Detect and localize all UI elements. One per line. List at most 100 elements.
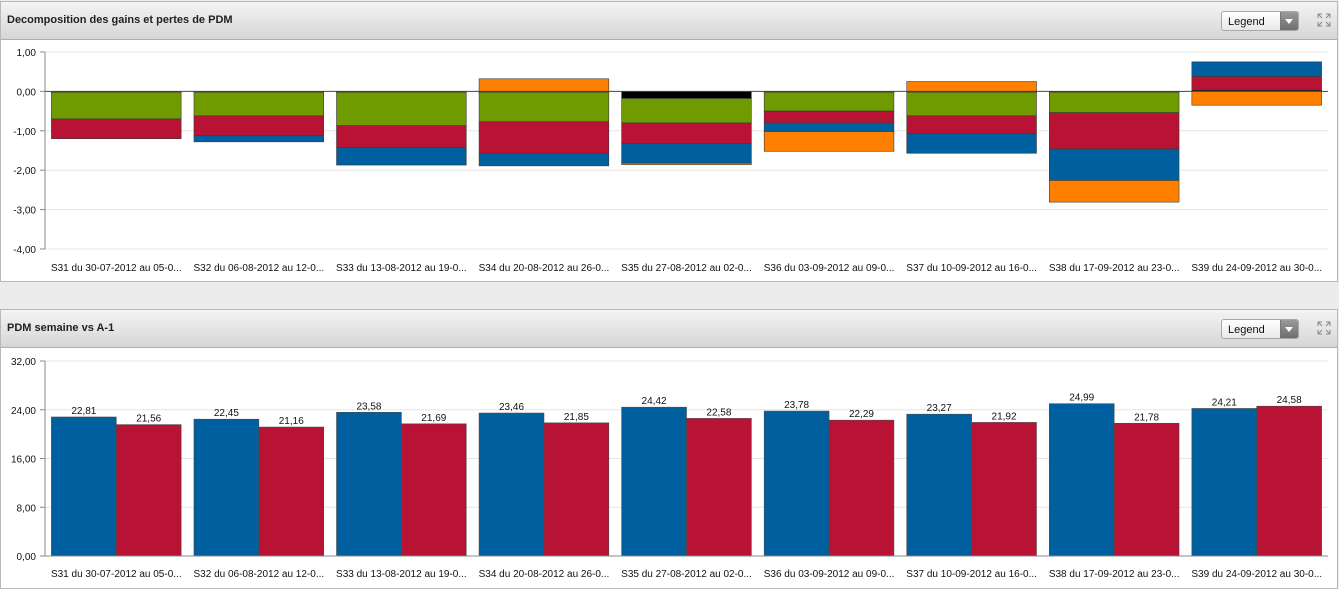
stacked-bar-segment: [906, 115, 1037, 134]
x-tick-label: S36 du 03-09-2012 au 09-0...: [764, 569, 895, 580]
panel-title: Decomposition des gains et pertes de PDM: [7, 14, 233, 26]
stacked-bar-segment: [906, 91, 1037, 117]
y-tick-label: -2,00: [13, 166, 36, 177]
stacked-bar-segment: [763, 131, 895, 152]
stacked-bar-segment: [906, 81, 1037, 92]
x-tick-label: S37 du 10-09-2012 au 16-0...: [906, 569, 1037, 580]
y-tick-label: -4,00: [13, 245, 36, 256]
y-tick-label: 0,00: [17, 87, 37, 98]
bar: [621, 406, 687, 557]
y-tick-label: 0,00: [17, 552, 37, 563]
y-tick-label: 16,00: [11, 455, 36, 466]
data-label: 24,42: [642, 396, 667, 407]
stacked-bar-segment: [906, 133, 1037, 154]
data-label: 22,81: [71, 406, 96, 417]
resize-icon[interactable]: [1317, 13, 1331, 27]
legend-dropdown[interactable]: Legend: [1221, 319, 1299, 339]
bar: [543, 422, 610, 557]
panel-header: Decomposition des gains et pertes de PDM…: [1, 2, 1337, 40]
data-label: 23,27: [927, 403, 952, 414]
stacked-bar-segment: [763, 91, 895, 112]
x-tick-label: S31 du 30-07-2012 au 05-0...: [51, 569, 182, 580]
bar: [686, 418, 752, 557]
data-label: 24,58: [1277, 395, 1302, 406]
y-tick-label: 8,00: [17, 503, 37, 514]
y-tick-label: 32,00: [11, 357, 36, 368]
stacked-bar-segment: [621, 122, 752, 144]
stacked-bar-segment: [478, 91, 610, 123]
x-tick-label: S33 du 13-08-2012 au 19-0...: [336, 263, 467, 274]
data-label: 21,92: [992, 411, 1017, 422]
stacked-bar-segment: [1191, 76, 1322, 91]
bar: [1113, 422, 1180, 557]
stacked-bar-segment: [1191, 91, 1322, 106]
x-tick-label: S31 du 30-07-2012 au 05-0...: [51, 263, 182, 274]
stacked-bar-segment: [193, 115, 324, 136]
stacked-bar-segment: [621, 91, 752, 99]
x-tick-label: S35 du 27-08-2012 au 02-0...: [621, 263, 752, 274]
data-label: 21,56: [136, 414, 161, 425]
pdm-panel: PDM semaine vs A-1 Legend 32,00 24,00 16,0…: [0, 309, 1338, 589]
stacked-bar-segment: [336, 147, 467, 166]
stacked-bar-segment: [51, 91, 182, 120]
data-label: 24,21: [1212, 397, 1237, 408]
bar: [336, 412, 402, 557]
decomposition-panel: Decomposition des gains et pertes de PDM…: [0, 1, 1338, 282]
chevron-down-icon[interactable]: [1280, 320, 1298, 338]
stacked-bar-segment: [478, 152, 610, 167]
data-label: 22,29: [849, 409, 874, 420]
legend-dropdown[interactable]: Legend: [1221, 11, 1299, 31]
stacked-bar-segment: [478, 121, 610, 154]
data-label: 23,58: [356, 401, 381, 412]
data-label: 21,78: [1134, 412, 1159, 423]
x-tick-label: S37 du 10-09-2012 au 16-0...: [906, 263, 1037, 274]
stacked-bar-segment: [193, 135, 324, 143]
panel-title: PDM semaine vs A-1: [7, 322, 115, 334]
y-tick-label: -1,00: [13, 127, 36, 138]
data-label: 21,16: [279, 416, 304, 427]
data-label: 21,85: [564, 412, 589, 423]
x-tick-label: S33 du 13-08-2012 au 19-0...: [336, 569, 467, 580]
chevron-down-icon[interactable]: [1280, 12, 1298, 30]
stacked-bar-segment: [763, 122, 895, 132]
bar: [906, 413, 972, 557]
legend-dropdown-label: Legend: [1228, 16, 1265, 28]
y-tick-label: 24,00: [11, 406, 36, 417]
bar: [1191, 408, 1258, 557]
resize-icon[interactable]: [1317, 321, 1331, 335]
bar: [971, 422, 1037, 557]
stacked-bar-segment: [478, 78, 610, 92]
x-tick-label: S39 du 24-09-2012 au 30-0...: [1191, 263, 1322, 274]
stacked-bar-segment: [193, 91, 324, 117]
bar: [401, 423, 467, 557]
stacked-bar-segment: [1049, 180, 1180, 203]
x-tick-label: S32 du 06-08-2012 au 12-0...: [194, 569, 325, 580]
bar: [193, 418, 260, 557]
bar: [1256, 405, 1322, 557]
data-label: 24,99: [1069, 393, 1094, 404]
bar: [258, 426, 324, 557]
bar: [1049, 403, 1115, 557]
data-label: 23,46: [499, 402, 524, 413]
data-label: 23,78: [784, 400, 809, 411]
x-tick-label: S34 du 20-08-2012 au 26-0...: [479, 263, 610, 274]
y-tick-label: -3,00: [13, 206, 36, 217]
stacked-bar-segment: [1049, 148, 1180, 181]
bar: [478, 412, 545, 557]
panel-header: PDM semaine vs A-1 Legend: [1, 310, 1337, 348]
stacked-bar-segment: [336, 125, 467, 148]
stacked-bar-segment: [621, 143, 752, 164]
data-label: 22,58: [706, 407, 731, 418]
stacked-bar-segment: [763, 110, 895, 124]
x-tick-label: S35 du 27-08-2012 au 02-0...: [621, 569, 752, 580]
stacked-bar-segment: [336, 91, 467, 126]
x-tick-label: S34 du 20-08-2012 au 26-0...: [479, 569, 610, 580]
stacked-bar-segment: [1049, 91, 1180, 113]
decomposition-chart: 1,00 0,00 -1,00 -2,00 -3,00 -4,00 S31 du 30-07…: [13, 48, 1328, 274]
data-label: 22,45: [214, 408, 239, 419]
x-tick-label: S38 du 17-09-2012 au 23-0...: [1049, 263, 1180, 274]
stacked-bar-segment: [1049, 112, 1180, 150]
stacked-bar-segment: [51, 118, 182, 139]
x-tick-label: S38 du 17-09-2012 au 23-0...: [1049, 569, 1180, 580]
data-label: 21,69: [421, 413, 446, 424]
